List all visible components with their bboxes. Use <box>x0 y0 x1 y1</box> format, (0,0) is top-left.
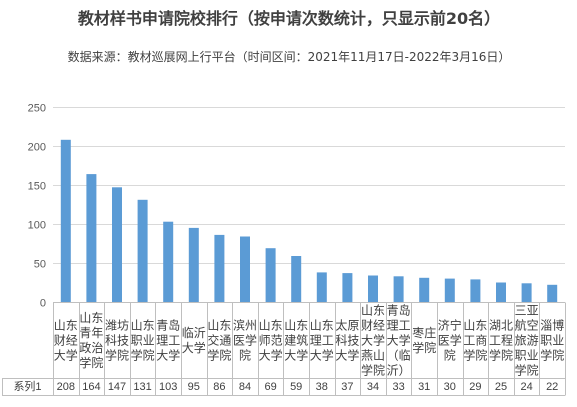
bar-20 <box>547 284 558 302</box>
y-tick-label: 250 <box>28 103 46 115</box>
y-tick-label: 100 <box>28 220 46 232</box>
chart-subtitle: 数据来源：教材巡展网上行平台（时间区间：2021年11月17日-2022年3月1… <box>68 49 511 64</box>
bar-4 <box>137 199 148 302</box>
data-table-value: 95 <box>188 381 200 393</box>
data-table-value: 37 <box>341 381 353 393</box>
data-table-value: 30 <box>444 381 456 393</box>
data-table: 系列1 山东财经大学 208 山东青年政治学院 164 潍坊科技学院 147 山东职业学院 13… <box>2 302 566 396</box>
data-table-series-label: 系列1 <box>13 379 41 393</box>
category-label: 太原科技大学 <box>335 318 359 363</box>
category-label: 临沂大学 <box>182 326 206 355</box>
bar-16 <box>444 278 455 302</box>
category-label: 青岛理工大学 <box>156 318 180 363</box>
bar-18 <box>496 282 506 302</box>
bar-15 <box>419 277 430 302</box>
bar-19 <box>521 283 532 302</box>
bar-8 <box>240 236 250 302</box>
category-label: 山东职业学院 <box>131 319 155 363</box>
data-table-value: 25 <box>495 381 507 393</box>
category-label: 山东青年政治学院 <box>79 311 103 370</box>
data-table-value: 38 <box>316 381 328 393</box>
data-table-value: 33 <box>392 381 404 393</box>
bar-7 <box>214 234 225 302</box>
y-axis: 0 50 100 150 200 250 <box>28 103 46 310</box>
data-table-value: 24 <box>520 381 532 393</box>
data-table-value: 103 <box>159 381 177 393</box>
bar-1 <box>60 139 71 302</box>
category-label: 青岛理工大学（临沂） <box>387 303 411 378</box>
data-table-value: 29 <box>469 381 481 393</box>
y-tick-label: 150 <box>28 181 46 193</box>
category-label: 山东理工大学 <box>310 319 334 363</box>
data-table-value: 208 <box>57 381 75 393</box>
category-label: 济宁医学院 <box>438 318 462 363</box>
data-table-value: 59 <box>290 381 302 393</box>
category-label: 山东工商学院 <box>463 319 487 363</box>
bar-10 <box>291 256 302 302</box>
bar-9 <box>265 248 276 302</box>
data-table-value: 31 <box>418 381 430 393</box>
data-table-value: 86 <box>213 381 225 393</box>
category-label: 山东财经大学燕山学院 <box>361 304 385 378</box>
data-table-value: 131 <box>133 381 151 393</box>
category-label: 山东财经大学 <box>54 319 78 363</box>
category-label: 三亚航空旅游职业学院 <box>515 304 539 378</box>
bar-2 <box>86 174 97 302</box>
y-tick-label: 0 <box>40 298 46 310</box>
category-label: 滨州医学院 <box>233 318 257 363</box>
data-table-value: 84 <box>239 381 251 393</box>
y-tick-label: 50 <box>34 259 46 271</box>
category-label: 山东交通学院 <box>207 319 231 363</box>
chart-title: 教材样书申请院校排行（按申请次数统计，只显示前20名） <box>78 9 500 28</box>
category-label: 山东师范大学 <box>259 319 283 363</box>
bar-12 <box>342 273 353 302</box>
data-table-value: 147 <box>108 381 126 393</box>
category-label: 潍坊科技学院 <box>105 318 129 363</box>
category-label: 淄博职业学院 <box>540 318 564 363</box>
category-label: 山东建筑大学 <box>284 319 308 363</box>
bar-5 <box>163 221 174 302</box>
bar-3 <box>112 187 122 302</box>
bar-11 <box>316 272 327 302</box>
bar-17 <box>470 279 481 302</box>
y-tick-label: 200 <box>28 142 46 154</box>
bar-14 <box>393 276 404 302</box>
data-table-value: 34 <box>367 381 379 393</box>
bars <box>60 139 558 302</box>
category-label: 枣庄学院 <box>412 325 436 355</box>
data-table-value: 164 <box>82 381 100 393</box>
bar-6 <box>188 227 199 302</box>
bar-13 <box>368 275 378 302</box>
category-label: 湖北工程学院 <box>489 318 513 363</box>
data-table-value: 22 <box>546 381 558 393</box>
data-table-value: 69 <box>264 381 276 393</box>
